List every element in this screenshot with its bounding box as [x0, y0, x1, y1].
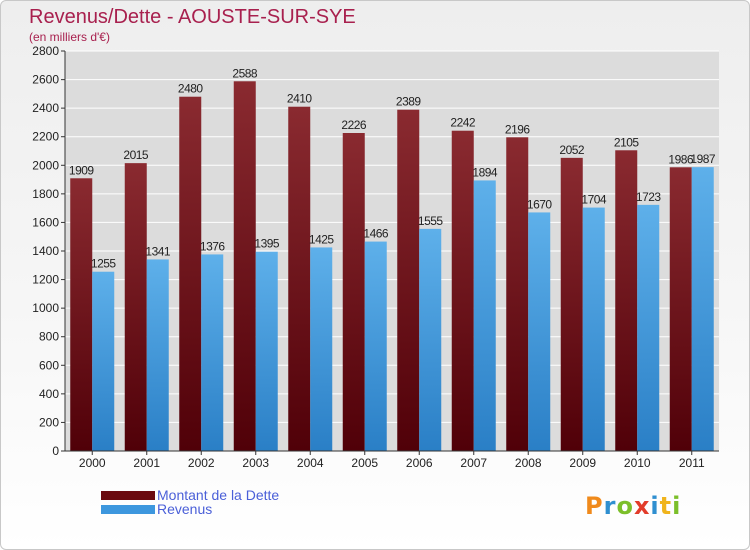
- data-label-revenus: 1704: [581, 193, 607, 207]
- legend-item-dette: Montant de la Dette: [101, 487, 280, 503]
- data-label-dette: 2480: [178, 82, 204, 96]
- bar-dette: [451, 130, 474, 451]
- bar-revenus: [473, 180, 496, 451]
- y-tick-label: 2200: [32, 130, 59, 144]
- data-label-dette: 1909: [69, 163, 95, 177]
- logo-letter: x: [633, 492, 651, 520]
- bar-dette: [179, 96, 202, 451]
- x-tick-label: 2000: [79, 456, 106, 470]
- data-label-revenus: 1395: [254, 237, 280, 251]
- x-tick-label: 2002: [188, 456, 215, 470]
- bar-revenus: [419, 228, 442, 451]
- logo-letter: i: [672, 492, 682, 520]
- legend-swatch-dette: [101, 490, 155, 500]
- legend-item-revenus: Revenus: [101, 501, 279, 517]
- y-tick-label: 1200: [32, 273, 59, 287]
- x-tick-label: 2007: [460, 456, 487, 470]
- data-label-revenus: 1376: [200, 239, 226, 253]
- bar-revenus: [146, 259, 169, 451]
- data-label-dette: 2389: [396, 95, 422, 109]
- legend-swatch-revenus: [101, 504, 155, 514]
- bar-dette: [397, 109, 420, 451]
- x-tick-label: 2005: [351, 456, 378, 470]
- data-label-dette: 2242: [450, 116, 476, 130]
- data-label-revenus: 1894: [472, 165, 498, 179]
- data-label-revenus: 1670: [527, 197, 553, 211]
- bar-revenus: [255, 251, 278, 451]
- bar-revenus: [637, 204, 660, 451]
- bar-revenus: [201, 254, 224, 451]
- y-tick-label: 1800: [32, 187, 59, 201]
- data-label-dette: 2226: [341, 118, 367, 132]
- bar-dette: [124, 163, 147, 451]
- bar-dette: [288, 106, 311, 451]
- bar-revenus: [691, 167, 714, 451]
- data-label-dette: 2105: [614, 135, 640, 149]
- x-tick-label: 2003: [242, 456, 269, 470]
- bar-revenus: [528, 212, 551, 451]
- y-tick-label: 1400: [32, 244, 59, 258]
- bar-revenus: [92, 271, 115, 451]
- x-tick-label: 2008: [515, 456, 542, 470]
- y-tick-label: 200: [39, 415, 59, 429]
- proxiti-logo: Proxiti: [585, 492, 681, 520]
- y-tick-label: 400: [39, 387, 59, 401]
- legend-label-revenus: Revenus: [157, 501, 213, 517]
- data-label-revenus: 1555: [418, 214, 444, 228]
- data-label-dette: 2410: [287, 92, 313, 106]
- data-label-revenus: 1987: [690, 152, 716, 166]
- data-label-dette: 2015: [123, 148, 149, 162]
- x-tick-label: 2009: [569, 456, 596, 470]
- y-tick-label: 1600: [32, 215, 59, 229]
- y-tick-label: 2600: [32, 73, 59, 87]
- x-tick-label: 2006: [406, 456, 433, 470]
- bar-dette: [615, 150, 638, 452]
- bar-revenus: [310, 247, 333, 451]
- y-tick-label: 800: [39, 330, 59, 344]
- bar-dette: [233, 81, 256, 452]
- y-tick-label: 2400: [32, 101, 59, 115]
- logo-letter: P: [585, 492, 604, 520]
- legend-label-dette: Montant de la Dette: [157, 487, 280, 503]
- data-label-revenus: 1723: [636, 190, 662, 204]
- bar-dette: [70, 178, 93, 452]
- x-tick-label: 2010: [624, 456, 651, 470]
- bar-dette: [342, 133, 365, 451]
- bar-dette: [506, 137, 529, 452]
- data-label-dette: 2588: [232, 66, 258, 80]
- chart-title: Revenus/Dette - AOUSTE-SUR-SYE: [29, 6, 356, 28]
- bar-dette: [560, 157, 583, 451]
- logo-letter: o: [616, 492, 634, 520]
- y-tick-label: 600: [39, 358, 59, 372]
- data-label-revenus: 1341: [145, 244, 171, 258]
- y-tick-label: 2800: [32, 44, 59, 58]
- x-tick-label: 2011: [679, 456, 705, 470]
- data-label-dette: 2196: [505, 122, 531, 136]
- y-tick-label: 2000: [32, 158, 59, 172]
- data-label-revenus: 1255: [91, 257, 117, 271]
- data-label-dette: 2052: [559, 143, 585, 157]
- logo-letter: r: [603, 492, 617, 520]
- data-label-revenus: 1466: [363, 227, 389, 241]
- logo-letter: i: [650, 492, 660, 520]
- x-tick-label: 2004: [297, 456, 324, 470]
- bar-revenus: [582, 207, 605, 451]
- bar-revenus: [364, 241, 387, 451]
- legend: Montant de la Dette Revenus: [101, 487, 280, 517]
- bar-dette: [669, 167, 692, 452]
- data-label-dette: 1986: [668, 152, 694, 166]
- y-tick-label: 1000: [32, 301, 59, 315]
- logo-letter: t: [659, 492, 673, 520]
- data-label-revenus: 1425: [309, 232, 335, 246]
- x-tick-label: 2001: [133, 456, 160, 470]
- chart-subtitle: (en milliers d'€): [29, 30, 110, 44]
- y-tick-label: 0: [52, 444, 59, 458]
